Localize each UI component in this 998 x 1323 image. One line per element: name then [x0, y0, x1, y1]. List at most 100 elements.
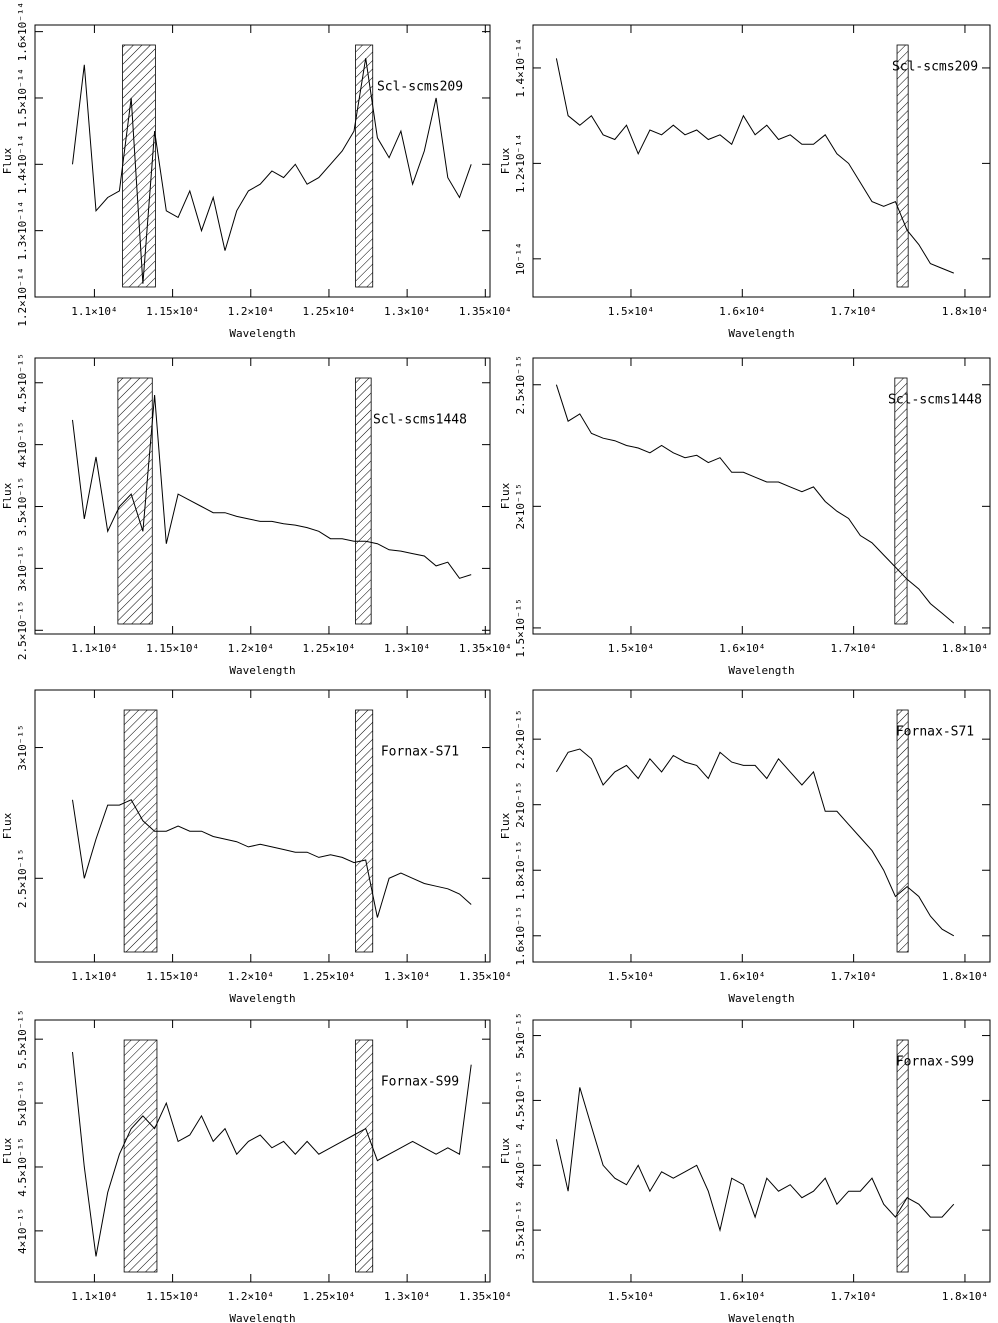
y-tick-label: 1.5×10⁻¹⁵ — [514, 598, 527, 658]
x-tick-label: 1.5×10⁴ — [608, 305, 654, 318]
x-tick-label: 1.6×10⁴ — [719, 305, 765, 318]
y-tick-label: 1.2×10⁻¹⁴ — [514, 134, 527, 194]
plot-frame — [532, 24, 991, 298]
x-tick-label: 1.6×10⁴ — [719, 642, 765, 655]
y-tick-label: 10⁻¹⁴ — [514, 242, 527, 275]
x-tick-label: 1.25×10⁴ — [302, 1290, 355, 1303]
plot-frame — [34, 24, 491, 298]
y-tick-label: 2×10⁻¹⁵ — [514, 782, 527, 828]
y-tick-label: 1.4×10⁻¹⁴ — [16, 135, 29, 195]
y-tick-label: 5×10⁻¹⁵ — [16, 1080, 29, 1126]
y-tick-label: 2.5×10⁻¹⁵ — [514, 355, 527, 415]
spectrum-line — [72, 395, 472, 579]
x-tick-label: 1.6×10⁴ — [719, 970, 765, 983]
plot-frame — [34, 357, 491, 635]
plot-frame — [34, 689, 491, 963]
x-axis-label: Wavelength — [229, 664, 295, 677]
x-axis-label: Wavelength — [728, 992, 794, 1005]
y-tick-label: 1.6×10⁻¹⁴ — [16, 2, 29, 62]
y-tick-label: 4.5×10⁻¹⁵ — [16, 353, 29, 413]
x-tick-label: 1.15×10⁴ — [146, 1290, 199, 1303]
x-tick-label: 1.7×10⁴ — [830, 305, 876, 318]
panel-annotation: Fornax-S71 — [381, 745, 459, 760]
shaded-region — [896, 44, 909, 288]
x-tick-label: 1.7×10⁴ — [830, 970, 876, 983]
y-axis-label: Flux — [499, 147, 512, 174]
y-tick-label: 1.3×10⁻¹⁴ — [16, 201, 29, 261]
spectrum-line — [555, 58, 954, 274]
y-tick-label: 4×10⁻¹⁵ — [16, 1208, 29, 1254]
y-tick-label: 4.5×10⁻¹⁵ — [514, 1071, 527, 1131]
x-tick-label: 1.1×10⁴ — [71, 305, 117, 318]
y-tick-label: 1.6×10⁻¹⁵ — [514, 906, 527, 966]
x-axis-label: Wavelength — [728, 327, 794, 340]
x-tick-label: 1.6×10⁴ — [719, 1290, 765, 1303]
x-tick-label: 1.2×10⁴ — [228, 642, 274, 655]
panel-annotation: Fornax-S99 — [896, 1055, 974, 1070]
panel-annotation: Fornax-S71 — [896, 725, 974, 740]
x-tick-label: 1.3×10⁴ — [384, 970, 430, 983]
spectrum-line — [555, 748, 955, 937]
x-tick-label: 1.35×10⁴ — [459, 1290, 512, 1303]
y-tick-label: 3.5×10⁻¹⁵ — [514, 1200, 527, 1260]
y-tick-label: 1.4×10⁻¹⁴ — [514, 38, 527, 98]
y-tick-label: 3.5×10⁻¹⁵ — [16, 477, 29, 537]
y-axis-label: Flux — [1, 812, 14, 839]
x-tick-label: 1.25×10⁴ — [302, 970, 355, 983]
y-axis-label: Flux — [499, 1137, 512, 1164]
x-axis-label: Wavelength — [728, 664, 794, 677]
y-tick-label: 1.5×10⁻¹⁴ — [16, 68, 29, 128]
y-tick-label: 2.5×10⁻¹⁵ — [16, 849, 29, 909]
panel-annotation: Scl-scms209 — [892, 60, 978, 75]
y-tick-label: 3×10⁻¹⁵ — [16, 724, 29, 770]
x-tick-label: 1.1×10⁴ — [71, 642, 117, 655]
y-axis-label: Flux — [499, 482, 512, 509]
x-tick-label: 1.7×10⁴ — [830, 642, 876, 655]
x-tick-label: 1.15×10⁴ — [146, 305, 199, 318]
x-axis-label: Wavelength — [229, 327, 295, 340]
shaded-region — [896, 709, 909, 953]
y-tick-label: 3×10⁻¹⁵ — [16, 545, 29, 591]
x-tick-label: 1.8×10⁴ — [942, 642, 988, 655]
shaded-region — [123, 709, 158, 953]
x-tick-label: 1.15×10⁴ — [146, 642, 199, 655]
x-tick-label: 1.5×10⁴ — [608, 1290, 654, 1303]
panel-annotation: Scl-scms1448 — [373, 413, 467, 428]
spectrum-line — [72, 58, 472, 284]
x-tick-label: 1.35×10⁴ — [459, 642, 512, 655]
panel-annotation: Scl-scms209 — [377, 80, 463, 95]
x-tick-label: 1.1×10⁴ — [71, 1290, 117, 1303]
x-tick-label: 1.35×10⁴ — [459, 305, 512, 318]
x-tick-label: 1.5×10⁴ — [608, 642, 654, 655]
plot-frame — [532, 689, 991, 963]
spectrum-line — [555, 1087, 955, 1233]
x-tick-label: 1.8×10⁴ — [942, 305, 988, 318]
shaded-region — [355, 1039, 374, 1273]
x-tick-label: 1.2×10⁴ — [228, 305, 274, 318]
shaded-region — [117, 377, 153, 625]
x-axis-label: Wavelength — [229, 992, 295, 1005]
y-axis-label: Flux — [1, 147, 14, 174]
panel-annotation: Fornax-S99 — [381, 1075, 459, 1090]
y-tick-label: 2×10⁻¹⁵ — [514, 483, 527, 529]
plot-frame — [532, 1019, 991, 1283]
x-tick-label: 1.3×10⁴ — [384, 305, 430, 318]
spectrum-line — [72, 799, 472, 918]
x-axis-label: Wavelength — [728, 1312, 794, 1323]
shaded-region — [355, 44, 374, 288]
plot-frame — [34, 1019, 491, 1283]
y-tick-label: 5.5×10⁻¹⁵ — [16, 1009, 29, 1069]
shaded-region — [122, 44, 156, 288]
x-tick-label: 1.3×10⁴ — [384, 1290, 430, 1303]
x-tick-label: 1.2×10⁴ — [228, 1290, 274, 1303]
shaded-region — [896, 1039, 909, 1273]
x-tick-label: 1.2×10⁴ — [228, 970, 274, 983]
x-tick-label: 1.1×10⁴ — [71, 970, 117, 983]
x-tick-label: 1.7×10⁴ — [830, 1290, 876, 1303]
panel-annotation: Scl-scms1448 — [888, 393, 982, 408]
shaded-region — [355, 709, 374, 953]
spectrum-line — [555, 384, 955, 624]
y-tick-label: 4.5×10⁻¹⁵ — [16, 1137, 29, 1197]
x-tick-label: 1.25×10⁴ — [302, 305, 355, 318]
